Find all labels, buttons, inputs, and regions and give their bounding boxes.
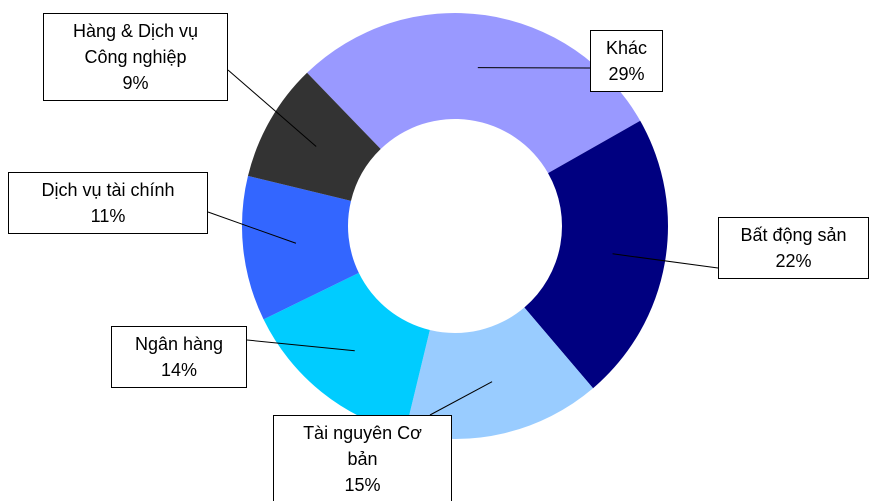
leader-line <box>227 69 317 147</box>
category-label: Ngân hàng <box>134 334 224 354</box>
data-label-box: Dịch vụ tài chính 11% <box>8 172 208 234</box>
value-label: 9% <box>122 73 149 93</box>
donut-slice <box>404 307 594 439</box>
donut-slice <box>307 13 641 174</box>
category-label: Khác <box>605 38 648 58</box>
leader-line <box>429 381 493 416</box>
donut-slice <box>247 72 381 201</box>
category-label: Dịch vụ tài chính <box>41 180 175 200</box>
donut-slice <box>263 272 430 434</box>
data-label-box: Hàng & Dịch vụ Công nghiệp 9% <box>43 13 228 101</box>
donut-slice <box>242 175 359 320</box>
data-label-box: Ngân hàng 14% <box>111 326 247 388</box>
category-label: Bất động sản <box>740 225 847 245</box>
data-label-box: Khác 29% <box>590 30 663 92</box>
value-label: 11% <box>90 206 126 226</box>
value-label: 22% <box>775 251 812 271</box>
category-label: Hàng & Dịch vụ Công nghiệp <box>72 21 199 67</box>
leader-line <box>207 211 297 244</box>
data-label-box: Tài nguyên Cơ bản 15% <box>273 415 452 501</box>
category-label: Tài nguyên Cơ bản <box>303 423 422 469</box>
value-label: 15% <box>344 475 381 495</box>
leader-line <box>246 339 355 352</box>
value-label: 14% <box>160 360 198 380</box>
data-label-box: Bất động sản 22% <box>718 217 869 279</box>
leader-line <box>612 253 719 269</box>
donut-slice <box>524 120 668 389</box>
value-label: 29% <box>608 64 645 84</box>
